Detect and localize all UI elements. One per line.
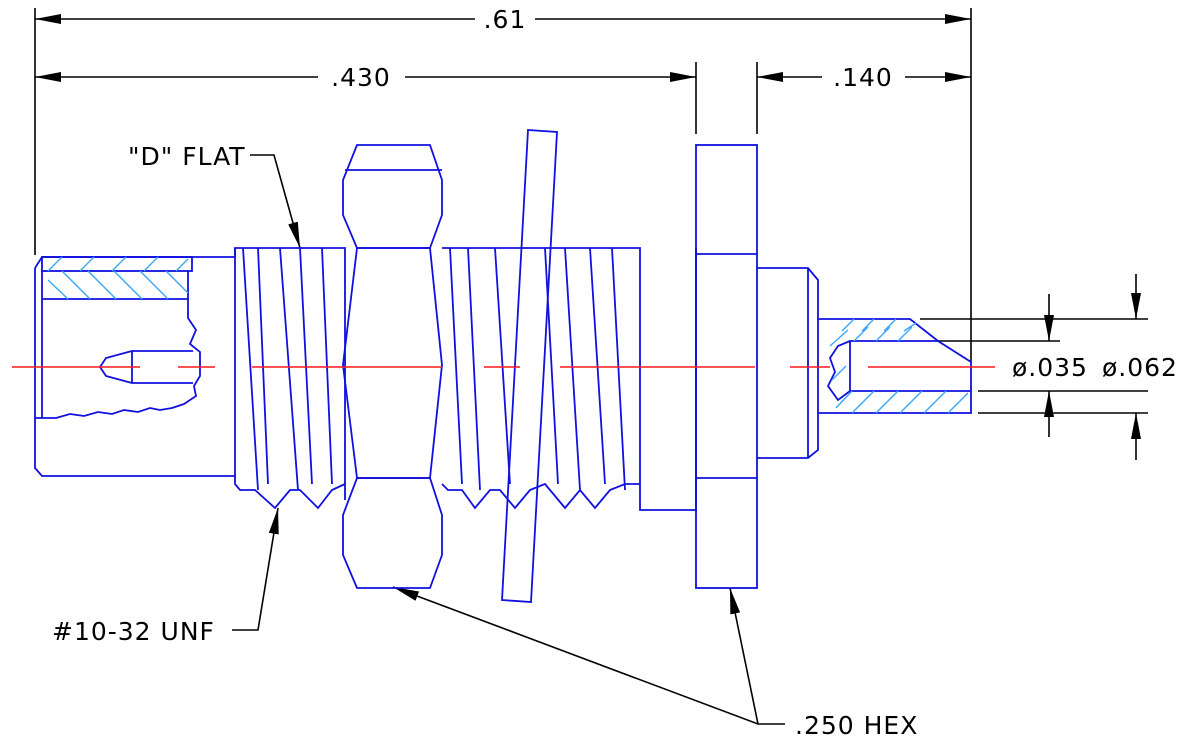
barrel-wall-top <box>41 256 193 272</box>
connector-body <box>34 129 972 603</box>
pin-outline <box>818 318 972 414</box>
d-flat-leader <box>250 154 301 249</box>
thread-label: #10-32 UNF <box>52 617 215 646</box>
barrel-break-line <box>42 298 201 419</box>
hex-label: .250 HEX <box>795 711 918 740</box>
hatch-barrel-top <box>47 256 189 272</box>
thread-section-2-crests <box>449 247 626 491</box>
thread-section-1-roots <box>234 248 346 510</box>
hatch-pin-end <box>829 329 849 381</box>
lock-washer <box>501 129 558 603</box>
hex-leader-flange <box>729 587 759 725</box>
barrel-top-edge <box>34 256 235 269</box>
outer-diameter-label: ø.062 <box>1102 353 1178 382</box>
dimension-lines: .61 .430 .140 ø.035 ø.062 <box>34 5 1178 460</box>
body-length-label: .430 <box>331 63 391 92</box>
hex-nut-bottom <box>342 477 443 589</box>
rear-collar <box>757 267 819 459</box>
thread-section-2-roots <box>441 482 640 510</box>
thread-leader <box>232 507 279 631</box>
hatch-pin-bottom <box>835 390 969 414</box>
pin-length-label: .140 <box>833 63 893 92</box>
thread-section-1-crests <box>242 247 333 491</box>
callouts: "D" FLAT #10-32 UNF .250 HEX <box>52 142 918 740</box>
barrel-outline <box>34 268 235 477</box>
pin-bore <box>849 340 971 392</box>
overall-length-label: .61 <box>484 5 527 34</box>
inner-diameter-label: ø.035 <box>1012 353 1088 382</box>
section-hatching <box>47 256 969 414</box>
thread-section-2 <box>442 247 697 511</box>
hex-nut-top <box>342 144 443 249</box>
hex-leader-nut <box>392 586 785 725</box>
hatch-barrel-wall <box>47 270 189 300</box>
hatch-pin-top <box>841 318 917 342</box>
d-flat-label: "D" FLAT <box>128 142 246 171</box>
pin-break-line <box>826 340 851 402</box>
hex-nut-middle <box>342 247 443 479</box>
